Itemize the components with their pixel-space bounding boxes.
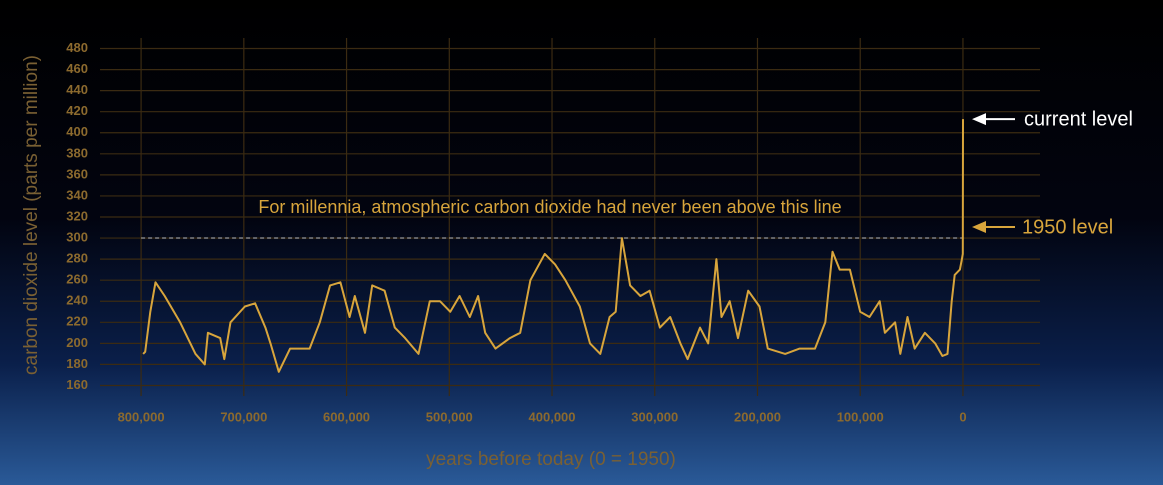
current-label: current level [1024, 108, 1133, 130]
y-axis-label: carbon dioxide level (parts per million) [21, 55, 42, 375]
x-tick-label: 600,000 [323, 409, 370, 424]
x-axis-label: years before today (0 = 1950) [426, 449, 676, 470]
y-tick-label: 380 [66, 145, 88, 160]
plot [141, 119, 964, 373]
x-tick-label: 700,000 [220, 409, 267, 424]
y-tick-label: 180 [66, 356, 88, 371]
x-tick-label: 300,000 [631, 409, 678, 424]
x-tick-label: 800,000 [118, 409, 165, 424]
y-tick-label: 160 [66, 377, 88, 392]
x-tick-label: 0 [959, 409, 966, 424]
x-tick-label: 500,000 [426, 409, 473, 424]
x-tick-label: 400,000 [529, 409, 576, 424]
current-arrow [972, 113, 1015, 126]
data-line [142, 119, 964, 373]
y-tick-label: 240 [66, 293, 88, 308]
y-tick-label: 400 [66, 124, 88, 139]
y-tick-label: 440 [66, 82, 88, 97]
y-tick-label: 460 [66, 61, 88, 76]
y-tick-label: 260 [66, 272, 88, 287]
reference-label: 1950 level [1022, 216, 1113, 238]
y-tick-label: 300 [66, 229, 88, 244]
y-tick-label: 200 [66, 335, 88, 350]
y-tick-label: 280 [66, 251, 88, 266]
y-tick-label: 320 [66, 208, 88, 223]
y-tick-label: 420 [66, 103, 88, 118]
grid [100, 38, 1040, 396]
y-tick-label: 220 [66, 314, 88, 329]
annotation: For millennia, atmospheric carbon dioxid… [258, 197, 841, 217]
y-tick-label: 360 [66, 166, 88, 181]
y-tick-label: 340 [66, 187, 88, 202]
x-tick-label: 100,000 [837, 409, 884, 424]
arrow-head [972, 113, 986, 126]
arrow-head [972, 221, 986, 234]
x-tick-label: 200,000 [734, 409, 781, 424]
y-tick-label: 480 [66, 40, 88, 55]
